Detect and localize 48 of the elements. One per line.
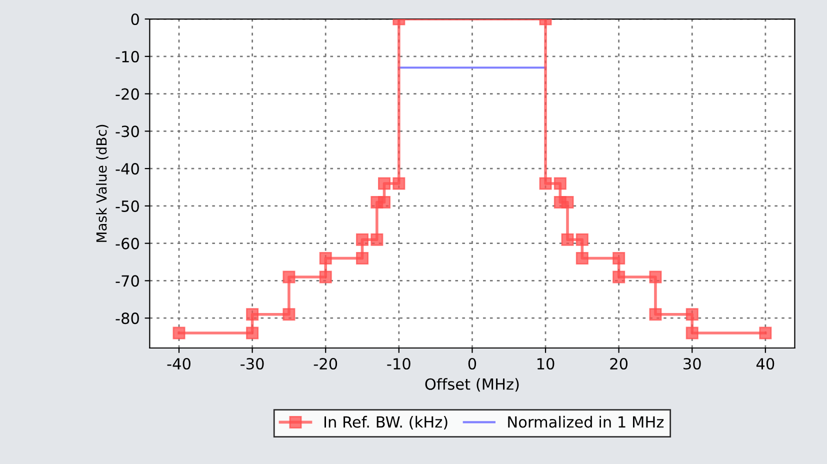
point	[246, 308, 259, 321]
point	[576, 252, 588, 265]
point	[356, 252, 369, 265]
point	[686, 326, 698, 340]
y-tick-label: -70	[116, 275, 139, 287]
point	[561, 196, 574, 208]
y-tick-label: -60	[116, 238, 139, 250]
point	[246, 326, 259, 340]
y-tick-label: -10	[116, 50, 139, 62]
y-tick-label: -30	[116, 126, 139, 138]
point	[759, 326, 772, 340]
point	[356, 233, 369, 246]
point	[282, 270, 296, 284]
x-tick-label: 0	[468, 358, 476, 370]
x-tick-label: 20	[610, 358, 628, 370]
point	[370, 233, 384, 246]
x-tick-label: 10	[537, 358, 554, 370]
legend-label: Normalized in 1 MHz	[508, 416, 664, 428]
point	[282, 308, 296, 321]
y-tick-label: -80	[116, 312, 139, 324]
point	[172, 326, 186, 340]
y-axis-title: Mask Value (dBc)	[96, 124, 108, 242]
x-tick-label: 40	[756, 358, 774, 370]
point	[319, 270, 332, 284]
point	[319, 252, 332, 265]
point	[378, 177, 391, 190]
point	[378, 196, 391, 208]
point	[612, 270, 626, 284]
point	[649, 270, 662, 284]
point	[392, 177, 406, 190]
point	[686, 308, 698, 321]
point	[561, 233, 574, 246]
point	[612, 252, 626, 265]
x-tick-label: -40	[167, 358, 190, 370]
x-tick-label: -30	[240, 358, 264, 370]
legend-label: In Ref. BW. (kHz)	[324, 416, 448, 430]
y-tick-label: -40	[116, 163, 139, 175]
y-tick-label: 0	[131, 13, 139, 26]
point	[539, 177, 552, 190]
x-tick-label: -20	[314, 358, 338, 370]
x-axis-title: Offset (MHz)	[425, 378, 519, 392]
point	[576, 233, 588, 246]
x-tick-label: -10	[387, 358, 410, 370]
x-tick-label: 30	[684, 358, 701, 370]
y-tick-label: -50	[116, 200, 139, 212]
point	[649, 308, 662, 321]
point	[554, 177, 566, 190]
y-tick-label: -20	[116, 88, 139, 100]
